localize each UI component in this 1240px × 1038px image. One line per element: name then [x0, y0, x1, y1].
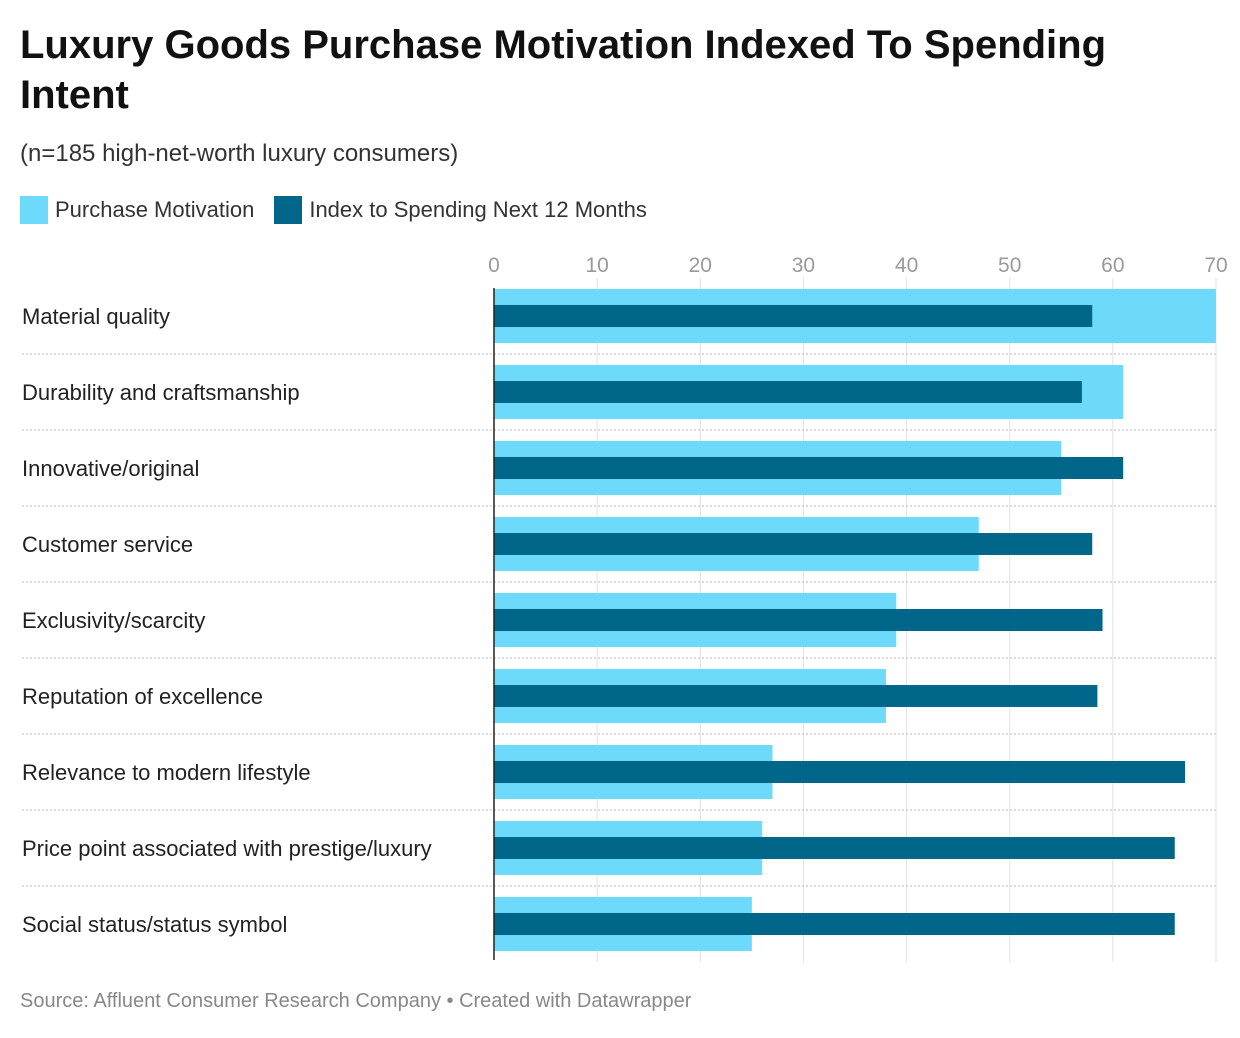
x-tick-label: 40	[895, 254, 918, 277]
bar-spending-index	[494, 457, 1124, 479]
x-tick-label: 50	[998, 254, 1021, 277]
bar-spending-index	[494, 533, 1093, 555]
bar-spending-index	[494, 685, 1098, 707]
x-tick-label: 70	[1204, 254, 1227, 277]
legend-swatch	[274, 196, 303, 224]
bar-spending-index	[494, 837, 1175, 859]
category-label: Price point associated with prestige/lux…	[22, 836, 432, 861]
x-tick-label: 10	[585, 254, 608, 277]
legend: Purchase Motivation Index to Spending Ne…	[20, 196, 647, 224]
category-label: Exclusivity/scarcity	[22, 608, 205, 633]
x-tick-label: 0	[488, 254, 500, 277]
x-tick-label: 20	[689, 254, 712, 277]
chart-subtitle: (n=185 high-net-worth luxury consumers)	[20, 140, 459, 167]
category-label: Material quality	[22, 304, 170, 329]
bar-spending-index	[494, 305, 1093, 327]
chart-title: Luxury Goods Purchase Motivation Indexed…	[20, 23, 1107, 117]
category-label: Durability and craftsmanship	[22, 380, 300, 405]
source-footer: Source: Affluent Consumer Research Compa…	[20, 990, 692, 1012]
category-label: Reputation of excellence	[22, 684, 263, 709]
bar-spending-index	[494, 761, 1186, 783]
bar-spending-index	[494, 913, 1175, 935]
legend-label: Index to Spending Next 12 Months	[309, 197, 647, 222]
category-label: Customer service	[22, 532, 193, 557]
bar-spending-index	[494, 609, 1103, 631]
x-tick-label: 60	[1101, 254, 1124, 277]
bar-spending-index	[494, 381, 1082, 403]
category-label: Social status/status symbol	[22, 912, 287, 937]
legend-item-spending-index: Index to Spending Next 12 Months	[274, 196, 647, 224]
legend-swatch	[20, 196, 48, 224]
legend-item-purchase-motivation: Purchase Motivation	[20, 196, 254, 224]
category-label: Relevance to modern lifestyle	[22, 760, 311, 785]
category-label: Innovative/original	[22, 456, 199, 481]
legend-label: Purchase Motivation	[55, 197, 255, 222]
x-tick-label: 30	[792, 254, 815, 277]
